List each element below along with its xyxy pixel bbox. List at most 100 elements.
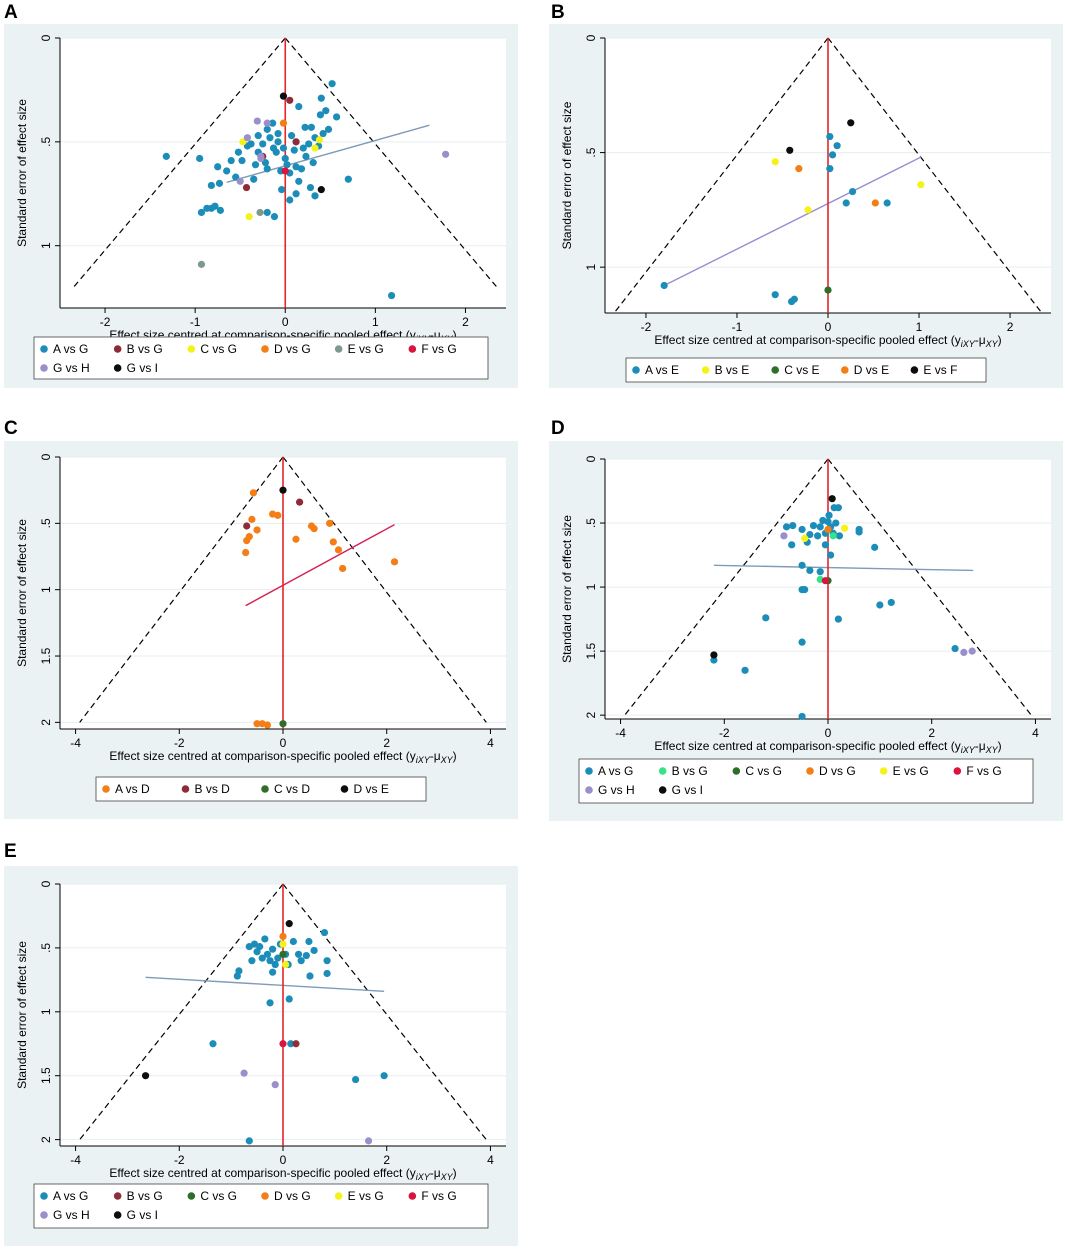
legend-label: A vs D (115, 782, 150, 796)
data-point (274, 511, 282, 519)
y-tick-label: 0 (39, 34, 53, 41)
legend-label: D vs G (274, 342, 311, 356)
data-point (329, 538, 337, 546)
legend-marker (340, 785, 349, 793)
data-point (326, 519, 334, 527)
x-tick-label: 4 (487, 1153, 494, 1167)
x-axis-label-part: Effect size centred at comparison-specif… (654, 333, 960, 347)
x-axis-label-part: ) (453, 749, 457, 763)
legend-marker (113, 345, 122, 353)
data-point (281, 167, 289, 175)
data-point (782, 523, 791, 531)
legend-marker (658, 786, 667, 794)
data-point (917, 181, 925, 189)
data-point (848, 187, 857, 196)
y-tick-label: 2 (39, 1136, 53, 1143)
data-point (292, 163, 300, 171)
data-point (319, 129, 327, 138)
x-tick-label: 0 (825, 320, 832, 334)
legend-marker (408, 1192, 417, 1200)
data-point (242, 183, 251, 192)
data-point (786, 146, 794, 154)
data-point (364, 1137, 373, 1145)
legend-label: C vs D (274, 782, 310, 796)
data-point (263, 950, 272, 958)
x-axis-label-subscript: XY (440, 755, 454, 765)
data-point (297, 165, 306, 173)
data-point (842, 199, 850, 207)
data-point (266, 999, 274, 1007)
data-point (390, 558, 399, 566)
data-point (333, 113, 341, 121)
data-point (828, 151, 837, 159)
legend-label: B vs G (127, 1189, 163, 1203)
legend-label: G vs H (53, 1208, 90, 1222)
data-point (322, 107, 330, 115)
data-point (835, 532, 844, 540)
data-point (243, 134, 252, 142)
panel-e: 0 .5 1 1.5 2 -4 -2 0 2 4 Standard error of effect … (4, 866, 518, 1246)
data-point (279, 92, 288, 100)
legend-marker (585, 786, 593, 794)
panel-label-b: B (551, 2, 565, 23)
x-tick-label: 1 (916, 320, 923, 334)
legend-label: D vs E (854, 363, 889, 377)
data-point (315, 136, 324, 144)
legend-marker (841, 366, 849, 374)
legend-marker (187, 1192, 196, 1200)
data-point (789, 522, 797, 530)
data-point (310, 946, 318, 955)
legend-label: B vs G (672, 764, 708, 778)
data-point (238, 156, 246, 165)
data-point (263, 721, 272, 729)
data-point (274, 954, 282, 962)
x-tick-label: -4 (70, 736, 81, 750)
y-tick-label: 1.5 (584, 642, 598, 659)
legend-marker (879, 767, 888, 775)
legend-marker (771, 366, 779, 374)
legend-label: G vs I (127, 1208, 158, 1222)
legend-marker (40, 364, 48, 372)
panel-label-a: A (4, 2, 18, 23)
data-point (328, 80, 336, 88)
data-point (253, 117, 261, 125)
data-point (834, 615, 842, 623)
data-point (306, 183, 315, 192)
data-point (269, 945, 277, 953)
legend-marker (261, 785, 269, 793)
data-point (442, 150, 450, 158)
data-point (771, 291, 779, 299)
funnel-right-boundary (827, 37, 1043, 314)
data-point (317, 94, 325, 102)
data-point (339, 564, 347, 573)
x-axis-label-subscript: XY (440, 1172, 454, 1182)
data-point (798, 525, 806, 534)
data-point (162, 152, 170, 160)
data-point (309, 159, 317, 167)
x-tick-label: 1 (372, 315, 379, 329)
x-tick-label: 4 (487, 736, 494, 750)
x-axis-label-part: -μ (430, 1166, 441, 1180)
x-tick-label: 2 (383, 736, 390, 750)
data-point (320, 928, 329, 937)
legend-label: A vs E (645, 363, 679, 377)
data-point (245, 213, 253, 221)
data-point (660, 281, 668, 290)
legend-marker (261, 1192, 269, 1200)
data-point (197, 260, 206, 268)
y-axis-label: Standard error of effect size (560, 515, 574, 663)
data-point (223, 167, 231, 175)
y-tick-label: 2 (584, 712, 598, 719)
data-point (278, 186, 286, 194)
y-tick-label: 1.5 (39, 1067, 53, 1084)
legend-marker (806, 767, 814, 775)
x-axis-label-subscript: XY (985, 745, 999, 755)
x-tick-label: 0 (280, 736, 287, 750)
data-point (809, 522, 818, 530)
x-axis-label: Effect size centred at comparison-specif… (109, 1166, 456, 1182)
funnel-right-boundary (284, 37, 498, 288)
legend-marker (40, 345, 48, 353)
data-point (279, 932, 287, 940)
funnel-plot-c: 0 .5 1 1.5 2 -4 -2 0 2 4 Standard error of effect … (15, 453, 506, 802)
data-point (311, 144, 319, 152)
